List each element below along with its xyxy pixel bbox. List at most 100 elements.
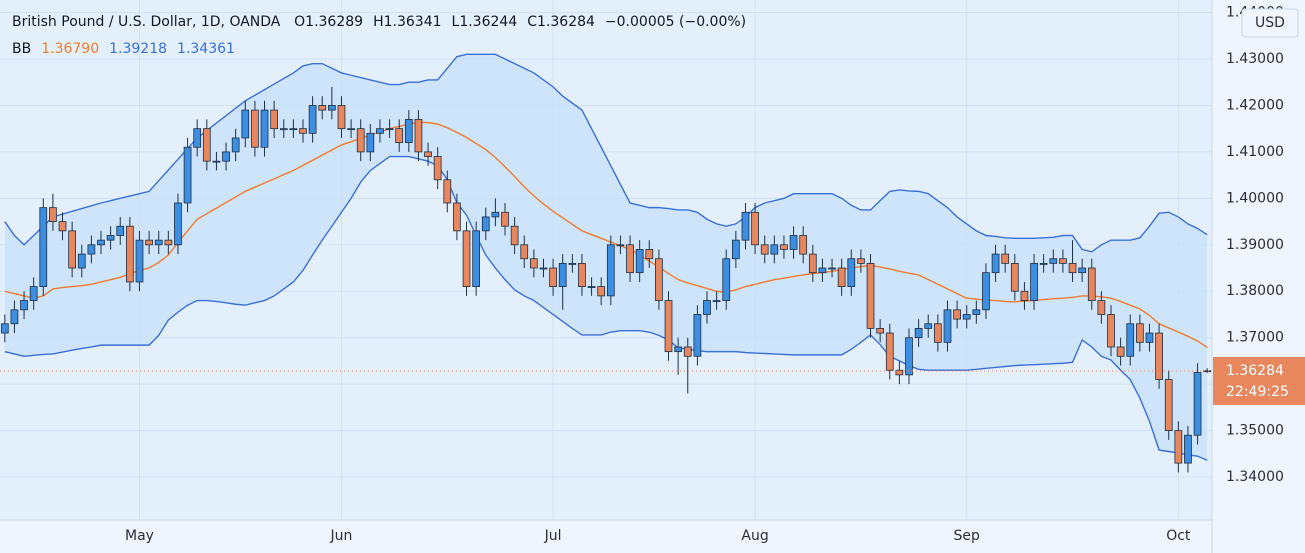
candle-body bbox=[116, 225, 125, 236]
y-tick-label: 1.34000 bbox=[1226, 469, 1284, 485]
candle-body bbox=[481, 216, 490, 232]
candle-body bbox=[780, 244, 788, 250]
candle-body bbox=[866, 262, 875, 329]
price-tag bbox=[1213, 356, 1305, 405]
candle-body bbox=[905, 337, 913, 376]
x-tick-label: Aug bbox=[741, 528, 768, 544]
candle-body bbox=[837, 267, 846, 288]
header: British Pound / U.S. Dollar, 1D, OANDA O1… bbox=[12, 14, 746, 30]
legend-value: 1.36790 bbox=[41, 41, 99, 57]
candle-body bbox=[626, 244, 634, 274]
candle-body bbox=[433, 156, 442, 181]
candle-body bbox=[366, 132, 375, 153]
candle-body bbox=[1145, 332, 1154, 343]
candle-body bbox=[395, 128, 404, 144]
candle-body bbox=[49, 207, 57, 222]
candle-body bbox=[241, 109, 250, 139]
candle-body bbox=[828, 267, 836, 270]
candle-body bbox=[520, 244, 529, 260]
candle-body bbox=[270, 109, 279, 130]
candle-body bbox=[558, 262, 567, 288]
ohlc-value: 1.36284 bbox=[537, 14, 595, 30]
candle-body bbox=[799, 235, 808, 255]
candle-body bbox=[414, 118, 423, 153]
candle-body bbox=[1020, 290, 1029, 301]
candle-body bbox=[885, 332, 894, 371]
candle-body bbox=[376, 128, 384, 134]
candle-body bbox=[1087, 267, 1096, 301]
candle-body bbox=[818, 267, 827, 274]
candle-body bbox=[876, 328, 885, 334]
candle-body bbox=[308, 105, 317, 134]
y-tick-label: 1.35000 bbox=[1226, 423, 1284, 439]
candle-body bbox=[1039, 262, 1048, 265]
candle-body bbox=[1107, 314, 1115, 348]
candle-body bbox=[1174, 430, 1183, 464]
candle-body bbox=[0, 323, 9, 334]
ohlc-value: 1.36289 bbox=[305, 14, 363, 30]
candle-body bbox=[1135, 323, 1144, 343]
ohlc-label: C bbox=[527, 14, 537, 30]
price-axis-background bbox=[1212, 0, 1305, 553]
candle-body bbox=[491, 211, 500, 218]
candle-body bbox=[106, 235, 115, 241]
candle-body bbox=[1078, 267, 1087, 274]
x-tick-label: Jul bbox=[544, 528, 562, 544]
candle-body bbox=[683, 346, 692, 357]
candle-body bbox=[674, 346, 683, 353]
candle-body bbox=[1164, 379, 1173, 432]
candle-body bbox=[943, 309, 952, 343]
candle-body bbox=[212, 160, 221, 163]
candle-body bbox=[453, 202, 461, 232]
candle-body bbox=[20, 300, 28, 311]
candle-body bbox=[712, 300, 721, 302]
candle-body bbox=[1116, 346, 1125, 357]
candle-body bbox=[1097, 300, 1106, 315]
candle-body bbox=[953, 309, 961, 320]
candle-body bbox=[914, 328, 923, 339]
candle-body bbox=[510, 225, 519, 246]
y-tick-label: 1.41000 bbox=[1226, 144, 1284, 160]
candle-body bbox=[154, 239, 163, 246]
ohlc-label: H bbox=[373, 14, 384, 30]
candle-body bbox=[597, 286, 606, 297]
candle-body bbox=[231, 137, 240, 153]
time-axis-background bbox=[0, 520, 1212, 553]
candle-body bbox=[77, 253, 86, 269]
candle-body bbox=[39, 207, 48, 288]
currency[interactable]: USD bbox=[1255, 15, 1285, 31]
candle-body bbox=[404, 118, 413, 144]
candle-body bbox=[183, 146, 192, 204]
candle-body bbox=[962, 314, 971, 320]
candle-body bbox=[1049, 258, 1058, 264]
candle-body bbox=[789, 235, 798, 250]
candle-body bbox=[1203, 370, 1212, 373]
candle-body bbox=[164, 239, 173, 246]
candle-body bbox=[424, 151, 432, 157]
ohlc-value: 1.36341 bbox=[384, 14, 442, 30]
band-line bbox=[4, 121, 1208, 349]
candle-body bbox=[318, 105, 327, 111]
legend-value: 1.39218 bbox=[109, 41, 167, 57]
candle-body bbox=[443, 179, 452, 204]
title: British Pound / U.S. Dollar, 1D, OANDA bbox=[12, 14, 281, 30]
candle-body bbox=[385, 128, 394, 131]
change: −0.00005 (−0.00%) bbox=[605, 14, 746, 30]
candle-body bbox=[539, 267, 548, 270]
candle-body bbox=[655, 258, 663, 301]
candle-body bbox=[1126, 323, 1135, 357]
x-tick-label: May bbox=[125, 528, 154, 544]
candle-body bbox=[1001, 253, 1010, 264]
x-tick-label: Sep bbox=[954, 528, 981, 544]
candle-body bbox=[1068, 262, 1077, 274]
candle-body bbox=[279, 128, 288, 131]
candle-body bbox=[222, 151, 230, 162]
candle-body bbox=[722, 258, 731, 301]
candle-body bbox=[501, 211, 509, 227]
currency-box[interactable] bbox=[1241, 8, 1299, 38]
candle-body bbox=[68, 230, 77, 269]
y-tick-label: 1.40000 bbox=[1226, 190, 1284, 206]
candle-body bbox=[924, 323, 933, 329]
candle-body bbox=[1155, 332, 1163, 380]
